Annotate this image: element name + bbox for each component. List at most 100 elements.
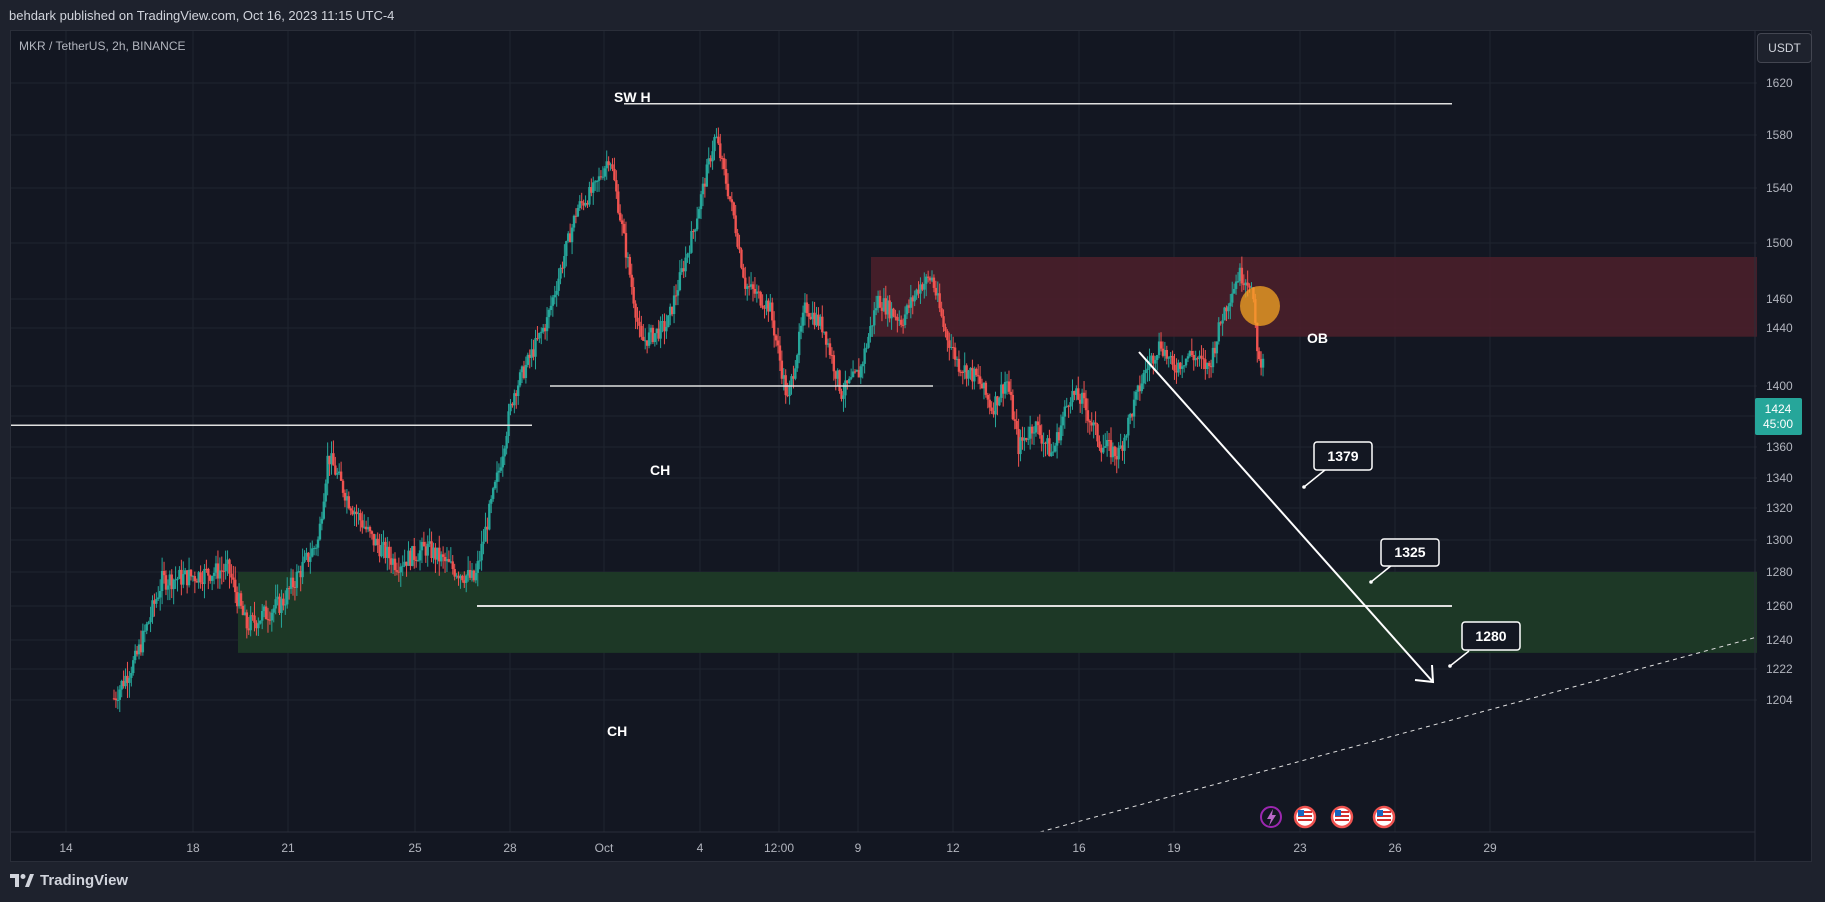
candle-body xyxy=(1163,349,1167,356)
candle-body xyxy=(613,168,616,181)
us-flag-event-icon[interactable] xyxy=(1330,805,1354,829)
candle-body xyxy=(836,370,839,379)
target-callout-1379[interactable]: 1379 xyxy=(1302,441,1373,489)
publish-header: behdark published on TradingView.com, Oc… xyxy=(0,0,1825,30)
footer-bar xyxy=(0,862,1825,902)
price-axis[interactable]: 1204122212401260128013001320134013601380… xyxy=(1754,30,1793,862)
candle-body xyxy=(724,168,728,184)
candle-body xyxy=(709,158,712,162)
candle-body xyxy=(135,650,139,655)
candle-body xyxy=(807,313,811,317)
candle-body xyxy=(1246,282,1249,286)
candle-body xyxy=(938,293,941,309)
candle-body xyxy=(780,360,784,379)
candle-body xyxy=(497,470,501,473)
candle-body xyxy=(453,569,456,577)
candle-body xyxy=(249,615,252,631)
candle-body xyxy=(1002,384,1005,394)
candle-body xyxy=(824,331,828,345)
candle-body xyxy=(961,371,964,373)
us-flag-event-icon[interactable] xyxy=(1372,805,1396,829)
candle-body xyxy=(151,600,154,618)
candle-body xyxy=(711,151,714,162)
candle-body xyxy=(728,196,732,200)
candle-body xyxy=(1011,394,1015,420)
candle-body xyxy=(630,274,633,288)
us-flag-event-icon[interactable] xyxy=(1293,805,1317,829)
candle-body xyxy=(670,306,674,315)
candle-body xyxy=(905,305,909,315)
chart-area[interactable] xyxy=(10,30,1812,862)
event-icons[interactable] xyxy=(1260,805,1396,829)
candle-body xyxy=(370,531,374,534)
candle-body xyxy=(1261,358,1265,368)
candle-body xyxy=(570,227,574,243)
candle-body xyxy=(545,317,549,332)
candle-body xyxy=(976,375,980,377)
candle-body xyxy=(828,343,832,356)
candle-body xyxy=(984,382,988,395)
candle-body xyxy=(1019,437,1022,455)
candle-body xyxy=(1071,390,1074,403)
candle-body xyxy=(659,321,662,339)
candle-body xyxy=(797,331,801,356)
candle-body xyxy=(1259,359,1263,368)
candle-body xyxy=(638,321,641,326)
candle-body xyxy=(1028,426,1032,439)
candle-body xyxy=(349,508,352,511)
candle-body xyxy=(124,675,127,687)
candles xyxy=(112,127,1265,713)
candle-body xyxy=(840,391,843,399)
candle-body xyxy=(661,321,664,323)
candle-body xyxy=(536,338,539,340)
time-tick-label: 29 xyxy=(1483,841,1497,855)
candle-body xyxy=(930,277,934,281)
candle-body xyxy=(665,327,668,332)
tradingview-logo[interactable]: TradingView xyxy=(10,872,128,889)
candle-body xyxy=(567,233,570,242)
candle-body xyxy=(455,575,458,577)
candle-body xyxy=(676,290,680,296)
candle-body xyxy=(1027,438,1030,440)
target-1379-text: 1379 xyxy=(1327,448,1358,464)
candle-body xyxy=(1152,355,1155,364)
candle-body xyxy=(366,527,370,530)
candle-body xyxy=(817,314,820,326)
candle-body xyxy=(867,336,870,348)
candle-body xyxy=(834,371,837,379)
candle-body xyxy=(561,267,564,269)
candle-body xyxy=(948,340,951,348)
candle-body xyxy=(1204,359,1207,369)
candle-body xyxy=(203,568,206,585)
candle-body xyxy=(811,312,814,320)
candle-body xyxy=(830,355,834,357)
candle-body xyxy=(694,229,697,232)
candle-body xyxy=(126,675,129,683)
candle-body xyxy=(397,571,401,573)
candle-body xyxy=(592,182,595,193)
target-callout-1325[interactable]: 1325 xyxy=(1369,538,1440,584)
candle-body xyxy=(640,325,643,337)
candle-body xyxy=(572,215,576,228)
candle-body xyxy=(326,455,329,484)
candle-body xyxy=(582,202,585,206)
candle-body xyxy=(980,383,984,389)
currency-button[interactable]: USDT xyxy=(1757,33,1812,63)
candle-body xyxy=(1050,452,1053,457)
lightning-event-icon[interactable] xyxy=(1260,806,1282,828)
candle-body xyxy=(168,574,172,586)
candle-body xyxy=(195,581,198,583)
candle-body xyxy=(849,377,853,379)
candle-body xyxy=(759,292,762,306)
time-axis[interactable]: 14 18 21 25 28 Oct 4 12:00 9 12 16 19 23 26 29 xyxy=(10,831,1755,855)
target-callout-1280[interactable]: 1280 xyxy=(1448,621,1521,668)
candle-body xyxy=(678,272,682,291)
candle-body xyxy=(145,623,148,631)
candle-body xyxy=(1209,366,1213,368)
candle-body xyxy=(1017,428,1020,455)
candle-body xyxy=(788,385,791,397)
price-tick-label: 1240 xyxy=(1766,633,1793,647)
candle-body xyxy=(1190,351,1194,356)
candle-body xyxy=(882,298,886,311)
